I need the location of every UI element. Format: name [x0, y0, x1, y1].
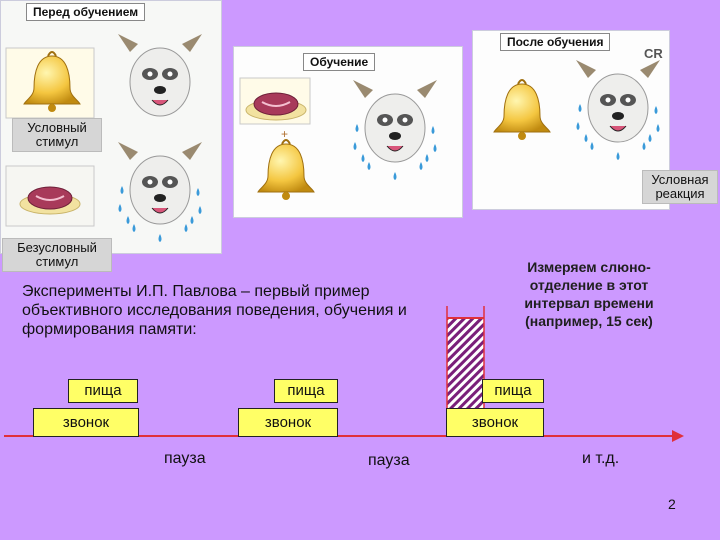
dog-icon: [117, 33, 203, 117]
bell-box-3: звонок: [446, 408, 544, 437]
conditioned-stimulus-label: Условный стимул: [12, 118, 102, 152]
after-training-title: После обучения: [500, 33, 611, 51]
measurement-note: Измеряем слюно-отделение в этот интервал…: [524, 259, 654, 329]
pause-label-2: пауза: [368, 452, 410, 469]
etc-label: и т.д.: [582, 450, 620, 467]
time-axis-arrowhead: [672, 430, 684, 442]
food-box-2: пища: [274, 379, 338, 403]
unconditioned-stimulus-label: Безусловный стимул: [2, 238, 112, 272]
plus-sign: +: [281, 127, 289, 141]
bell-box-1: звонок: [33, 408, 139, 437]
main-text: Эксперименты И.П. Павлова – первый приме…: [22, 283, 407, 338]
food-box-3: пища: [482, 379, 544, 403]
food-box-1: пища: [68, 379, 138, 403]
bell-icon: [493, 79, 551, 141]
dog-salivating-icon: [352, 79, 438, 163]
page-number: 2: [668, 496, 676, 512]
training-title: Обучение: [303, 53, 376, 71]
dog-salivating-icon: [117, 141, 203, 225]
conditioned-response-label: Условная реакция: [642, 170, 718, 204]
cr-tag: CR: [644, 46, 663, 61]
bell-icon: [257, 139, 315, 201]
pause-label-1: пауза: [164, 450, 206, 467]
before-training-title: Перед обучением: [26, 3, 146, 21]
measurement-interval: [447, 318, 484, 410]
dog-salivating-icon: [575, 59, 661, 143]
bell-box-2: звонок: [238, 408, 338, 437]
